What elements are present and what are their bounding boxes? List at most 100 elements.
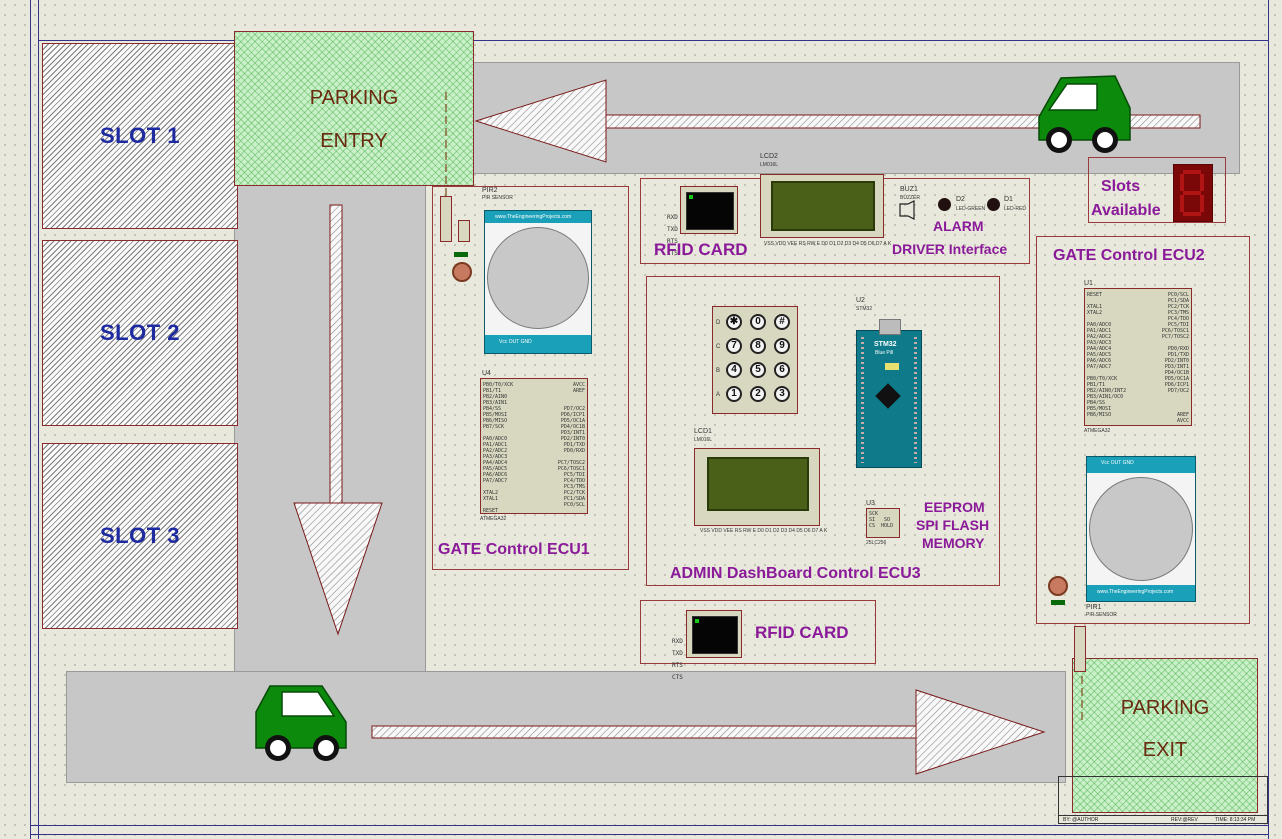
slot-1-label: SLOT 1	[99, 123, 180, 148]
sheet-border-right	[1268, 0, 1269, 839]
gate-ecu2-panel	[1036, 236, 1250, 624]
keypad-key[interactable]: 4	[726, 362, 742, 378]
rfid-card-top-label: RFID CARD	[654, 240, 748, 259]
rfid-top-pins: RXD TXD RTS CTS	[667, 214, 678, 257]
pir2-lead-block	[440, 196, 452, 242]
pir1-site-label: www.TheEngineeringProjects.com	[1097, 589, 1174, 595]
keypad-key[interactable]: 7	[726, 338, 742, 354]
keypad-key[interactable]: 9	[774, 338, 790, 354]
lcd2-label: LCD2	[760, 153, 778, 160]
keypad-key[interactable]: 3	[774, 386, 790, 402]
slots-available-line-2: Available	[1091, 202, 1161, 219]
sheet-border-bottom-outer	[30, 834, 1268, 835]
pir1-pot-icon	[1048, 576, 1068, 596]
admin-ecu3-title: ADMIN DashBoard Control ECU3	[670, 565, 921, 582]
buz1-sub: BUZZER	[900, 195, 920, 201]
lcd1-screen	[707, 457, 809, 511]
keypad-row-label: C	[716, 344, 721, 350]
lcd1-sub: LM016L	[694, 437, 713, 443]
stm32-chip-icon	[875, 383, 901, 409]
eeprom-u3-chip[interactable]: SCK SI SO CS HOLD	[866, 508, 900, 538]
alarm-label: ALARM	[933, 218, 984, 234]
pir2-pot-icon	[452, 262, 472, 282]
keypad-key[interactable]: 1	[726, 386, 742, 402]
pir1-indicator	[1051, 600, 1065, 605]
u4-pins-right: AVCC AREF PD7/OC2 PD6/ICP1 PD5/OC1A PD4/…	[557, 382, 585, 508]
lcd1-pins: VSS VDD VEE RS RW E D0 D1 D2 D3 D4 D5 D6…	[700, 528, 828, 534]
parking-exit-zone[interactable]: PARKING EXIT	[1072, 658, 1258, 813]
eeprom-line-1: EEPROM	[924, 499, 985, 515]
car-top-icon[interactable]	[1035, 72, 1135, 158]
pir1-sub: PIR SENSOR	[1086, 612, 1117, 618]
sheet-border-left-outer	[30, 0, 31, 839]
d1-sub: LED-RED	[1004, 206, 1026, 212]
mcu-u4-atmega32[interactable]: PB0/T0/XCK PB1/T1 PB2/AIN0 PB3/AIN1 PB4/…	[480, 378, 588, 514]
u1-sub: ATMEGA32	[1084, 428, 1111, 434]
u3-pins: SCK SI SO CS HOLD	[869, 511, 894, 529]
gate-ecu1-title: GATE Control ECU1	[438, 541, 590, 558]
slots-available-panel: Slots Available	[1088, 157, 1226, 223]
arrow-right-icon	[371, 689, 1046, 775]
pir-sensor-ecu2[interactable]: Vcc OUT GND www.TheEngineeringProjects.c…	[1086, 456, 1196, 602]
pir2-pins-label: Vcc OUT GND	[499, 339, 532, 345]
stm32-blue-pill[interactable]: STM32 Blue Pill	[856, 319, 922, 468]
keypad-row-label: B	[716, 368, 721, 374]
u4-pins-left: PB0/T0/XCK PB1/T1 PB2/AIN0 PB3/AIN1 PB4/…	[483, 382, 514, 514]
lcd2-pins: VSS VDD VEE RS RW E D0 D1 D2 D3 D4 D5 D6…	[764, 241, 892, 247]
rfid-reader-bottom[interactable]	[686, 610, 742, 658]
d2-sub: LED-GREEN	[956, 206, 986, 212]
pir2-lead-block-2	[458, 220, 470, 242]
eeprom-line-2: SPI FLASH	[916, 517, 990, 533]
driver-interface-label: DRIVER Interface	[892, 241, 1008, 257]
keypad-key[interactable]: 8	[750, 338, 766, 354]
parking-slot-2[interactable]: SLOT 2	[42, 240, 238, 426]
keypad-key[interactable]: 6	[774, 362, 790, 378]
u4-sub: ATMEGA32	[480, 516, 507, 522]
pir1-label: PIR1	[1086, 604, 1102, 611]
car-bottom-icon[interactable]	[252, 682, 350, 768]
title-block-time: TIME: 8:13:34 PM	[1215, 817, 1256, 823]
rfid-reader-top[interactable]	[680, 186, 738, 234]
parking-slot-3[interactable]: SLOT 3	[42, 443, 238, 629]
sheet-border-top	[38, 40, 1268, 41]
pir2-site-label: www.TheEngineeringProjects.com	[495, 214, 572, 220]
lcd-admin-display[interactable]	[694, 448, 820, 526]
u3-sub: 25LC256	[866, 540, 887, 546]
parking-entry-zone[interactable]: PARKING ENTRY	[234, 31, 474, 186]
sheet-border-bottom	[30, 825, 1268, 826]
keypad-keys: D ✱ 0 # C 7 8 9 B 4 5 6 A 1 2 3	[712, 306, 798, 414]
d1-label: D1	[1004, 196, 1013, 203]
lcd2-screen	[771, 181, 875, 231]
mcu-u1-atmega32[interactable]: RESET XTAL1 XTAL2 PA0/ADC0 PA1/ADC1 PA2/…	[1084, 288, 1192, 426]
lcd-driver-display[interactable]	[760, 174, 884, 238]
stm32-title: STM32	[874, 341, 897, 348]
keypad-key[interactable]: ✱	[726, 314, 742, 330]
u3-label: U3	[866, 500, 875, 507]
keypad-key[interactable]: #	[774, 314, 790, 330]
keypad-key[interactable]: 0	[750, 314, 766, 330]
rfid-bottom-pins: RXD TXD RTS CTS	[672, 638, 683, 681]
gate-ecu1-panel	[432, 186, 629, 570]
title-block-rev: REV:@REV	[1171, 817, 1198, 823]
lcd2-sub: LM016L	[760, 162, 779, 168]
title-block: BY: @AUTHOR REV:@REV TIME: 8:13:34 PM	[1058, 776, 1268, 824]
pir1-pins-label: Vcc OUT GND	[1101, 460, 1134, 466]
pir-sensor-ecu1[interactable]: www.TheEngineeringProjects.com Vcc OUT G…	[484, 210, 592, 354]
led-green-icon	[938, 198, 951, 211]
exit-line-1: PARKING	[1120, 697, 1210, 719]
buzzer-icon	[899, 200, 915, 220]
entry-line-2: ENTRY	[320, 130, 388, 152]
exit-line-2: EXIT	[1142, 739, 1188, 761]
arrow-down-icon	[293, 204, 383, 636]
u2-sub: STM32	[856, 306, 873, 312]
parking-slot-1[interactable]: SLOT 1	[42, 43, 238, 229]
u4-label: U4	[482, 370, 491, 377]
keypad-key[interactable]: 5	[750, 362, 766, 378]
pir2-indicator	[454, 252, 468, 257]
keypad-row-label: D	[716, 320, 721, 326]
keypad-key[interactable]: 2	[750, 386, 766, 402]
rfid-card-bottom-label: RFID CARD	[755, 623, 849, 642]
lcd1-label: LCD1	[694, 428, 712, 435]
u1-pins-left: RESET XTAL1 XTAL2 PA0/ADC0 PA1/ADC1 PA2/…	[1087, 292, 1127, 418]
pir2-label: PIR2	[482, 187, 498, 194]
